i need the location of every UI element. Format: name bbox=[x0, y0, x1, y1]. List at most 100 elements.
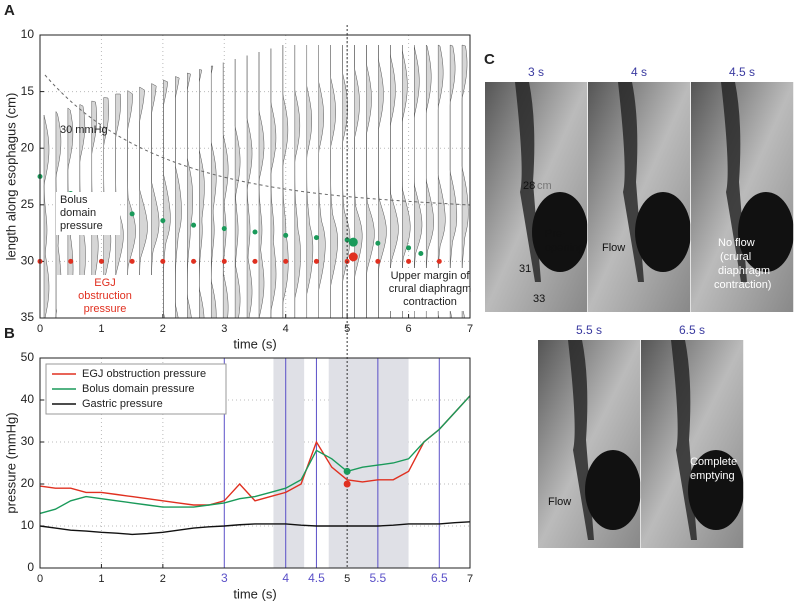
data-point bbox=[68, 258, 74, 264]
shaded-interval bbox=[328, 358, 409, 568]
frame-note: No flow bbox=[718, 237, 755, 249]
annotation-bg bbox=[382, 268, 478, 311]
frame-note: 31 bbox=[519, 263, 531, 275]
data-point bbox=[418, 250, 424, 256]
data-point bbox=[221, 258, 227, 264]
x-tick-label: 5 bbox=[344, 573, 350, 585]
pressure-trace bbox=[318, 45, 326, 318]
y-tick-label: 50 bbox=[21, 350, 35, 364]
data-point bbox=[283, 258, 289, 264]
panel-label: B bbox=[4, 325, 15, 342]
legend-label: Gastric pressure bbox=[82, 398, 163, 410]
y-tick-label: 15 bbox=[21, 84, 35, 98]
frame-note: opening bbox=[545, 242, 584, 254]
y-axis-label: pressure (mmHg) bbox=[3, 412, 18, 513]
pressure-trace bbox=[199, 69, 205, 319]
annotation: crural diaphragm bbox=[389, 283, 472, 295]
frame-note: Complete bbox=[690, 456, 737, 468]
frame-time: 4 s bbox=[631, 65, 647, 79]
stomach-shadow bbox=[688, 450, 744, 530]
annotation: pressure bbox=[60, 220, 103, 232]
event-label: 3 bbox=[221, 571, 228, 585]
frame-note: Flow bbox=[602, 242, 625, 254]
annotation-bg bbox=[56, 192, 120, 235]
pressure-trace bbox=[187, 72, 193, 319]
x-tick-label: 0 bbox=[37, 323, 43, 335]
annotation: Bolus bbox=[60, 194, 88, 206]
frame-note: (crural bbox=[720, 251, 751, 263]
frame-note: Pre- bbox=[545, 228, 566, 240]
x-tick-label: 7 bbox=[467, 573, 473, 585]
pressure-trace bbox=[378, 45, 387, 318]
frame-time: 5.5 s bbox=[576, 323, 602, 337]
y-tick-label: 25 bbox=[21, 197, 35, 211]
shaded-interval bbox=[273, 358, 305, 568]
pressure-trace bbox=[258, 52, 265, 319]
frame-note: diaphragm bbox=[718, 265, 770, 277]
data-point bbox=[283, 232, 289, 238]
x-tick-label: 1 bbox=[98, 323, 104, 335]
data-point bbox=[375, 258, 381, 264]
y-tick-label: 0 bbox=[27, 560, 34, 574]
data-point bbox=[221, 226, 227, 232]
data-point bbox=[436, 258, 442, 264]
y-tick-label: 30 bbox=[21, 434, 35, 448]
pressure-trace bbox=[222, 62, 229, 319]
pressure-trace bbox=[366, 45, 375, 318]
pressure-trace bbox=[294, 45, 301, 318]
frame-note: 33 bbox=[533, 293, 545, 305]
data-point bbox=[98, 258, 104, 264]
pressure-traces bbox=[43, 44, 469, 319]
series-line bbox=[39, 395, 471, 515]
y-tick-label: 40 bbox=[21, 392, 35, 406]
frame-note: emptying bbox=[690, 470, 735, 482]
pressure-trace bbox=[270, 48, 277, 318]
x-axis-label: time (s) bbox=[233, 586, 276, 601]
annotation: EGJ bbox=[94, 277, 115, 289]
marker-point bbox=[343, 467, 351, 475]
data-point bbox=[191, 222, 197, 228]
pressure-trace bbox=[246, 55, 253, 319]
y-tick-label: 10 bbox=[21, 27, 35, 41]
pressure-trace bbox=[330, 45, 338, 318]
event-label: 6.5 bbox=[431, 571, 448, 585]
series-line bbox=[39, 521, 471, 536]
legend-label: EGJ obstruction pressure bbox=[82, 368, 206, 380]
series-line bbox=[39, 395, 471, 506]
data-point bbox=[129, 211, 135, 217]
frame-time: 3 s bbox=[528, 65, 544, 79]
stomach-shadow bbox=[635, 192, 691, 272]
pressure-trace bbox=[342, 45, 351, 318]
data-point bbox=[313, 258, 319, 264]
highlight-point bbox=[348, 252, 358, 262]
event-label: 5.5 bbox=[370, 571, 387, 585]
frame-time: 6.5 s bbox=[679, 323, 705, 337]
marker-point bbox=[343, 480, 351, 488]
legend-label: Bolus domain pressure bbox=[82, 383, 195, 395]
event-label: 4.5 bbox=[308, 571, 325, 585]
x-tick-label: 1 bbox=[98, 573, 104, 585]
frame-note: 28 bbox=[523, 180, 535, 192]
annotation: pressure bbox=[84, 303, 127, 315]
data-point bbox=[344, 237, 350, 243]
pressure-trace bbox=[354, 45, 363, 318]
pressure-trace bbox=[43, 114, 50, 319]
frame-time: 4.5 s bbox=[729, 65, 755, 79]
event-label: 4 bbox=[282, 571, 289, 585]
x-tick-label: 2 bbox=[160, 573, 166, 585]
annotation: Upper margin of bbox=[391, 270, 471, 282]
pressure-trace bbox=[282, 45, 289, 318]
x-tick-label: 3 bbox=[221, 323, 227, 335]
panel-label: C bbox=[484, 51, 495, 68]
pressure-trace bbox=[210, 65, 217, 319]
x-tick-label: 7 bbox=[467, 323, 473, 335]
x-tick-label: 4 bbox=[283, 323, 289, 335]
annotation: obstruction bbox=[78, 290, 132, 302]
data-point bbox=[129, 258, 135, 264]
data-point bbox=[160, 258, 166, 264]
stomach-shadow bbox=[738, 192, 794, 272]
data-point bbox=[252, 258, 258, 264]
data-point bbox=[191, 258, 197, 264]
data-point bbox=[252, 229, 258, 235]
data-point bbox=[406, 258, 412, 264]
